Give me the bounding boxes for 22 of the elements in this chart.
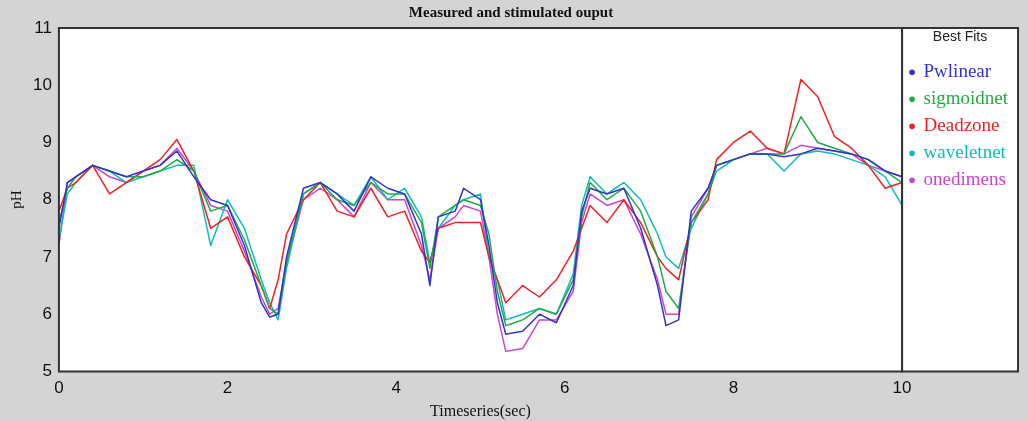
text: Pwlinear: [923, 60, 992, 82]
x-tick-label: 4: [391, 378, 401, 398]
y-tick-label: 8: [42, 189, 52, 209]
y-tick-label: 9: [42, 132, 52, 152]
y-tick-label: 7: [42, 246, 52, 266]
y-tick-label: 5: [42, 361, 52, 381]
y-tick-label: 10: [32, 74, 52, 94]
x-tick-label: 0: [54, 378, 64, 398]
x-tick-label: 2: [222, 378, 233, 398]
y-tick-label: 6: [42, 303, 52, 323]
y-axis-title: pH: [7, 190, 24, 209]
x-tick-label: 10: [892, 378, 912, 398]
legend-title: Best Fits: [932, 27, 988, 44]
x-tick-label: 6: [560, 378, 570, 398]
y-tick-label: 11: [34, 17, 52, 37]
x-axis-title: Timeseries(sec): [430, 401, 531, 420]
series-label: onedimens: [923, 168, 1006, 190]
chart-title: Measured and stimulated ouput: [408, 3, 614, 20]
text: waveletnet: [923, 141, 1007, 163]
text: Deadzone: [923, 114, 1000, 136]
x-tick-label: 8: [728, 378, 739, 398]
text: sigmoidnet: [923, 87, 1009, 109]
